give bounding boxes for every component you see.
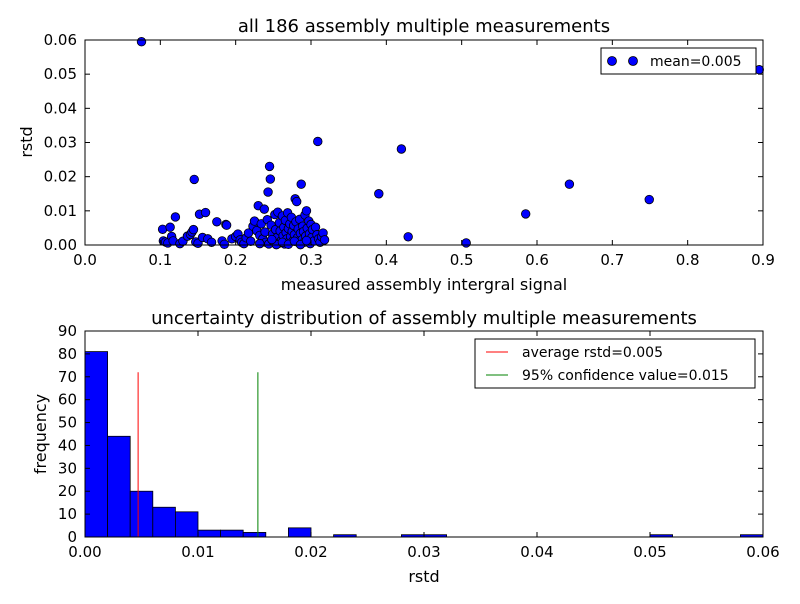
histogram-y-tick-label: 60 — [58, 391, 77, 409]
histogram-bar-6 — [220, 529, 244, 538]
histogram-x-tick-label: 0.06 — [746, 543, 779, 561]
scatter-point-35 — [200, 207, 211, 218]
scatter-point-10 — [396, 144, 407, 154]
scatter-y-tick-label: 0.04 — [44, 99, 77, 117]
scatter-x-tick-label: 0.1 — [148, 251, 172, 269]
histogram-bar-4 — [174, 511, 199, 538]
scatter-point-12 — [461, 238, 471, 248]
histogram-y-tick-label: 80 — [58, 345, 77, 363]
scatter-y-ticks: 0.00 0.01 0.02 0.03 0.04 0.05 0.06 — [44, 31, 763, 254]
scatter-point-126 — [301, 235, 312, 246]
scatter-point-128 — [255, 238, 265, 249]
scatter-point-51 — [246, 236, 256, 246]
scatter-legend-marker-2 — [628, 56, 638, 66]
scatter-point-30 — [188, 224, 199, 235]
scatter-point-9 — [374, 189, 384, 199]
histogram-x-tick-label: 0.02 — [294, 543, 327, 561]
histogram-bar-2 — [129, 490, 154, 538]
histogram-x-tick-label: 0.05 — [633, 543, 666, 561]
scatter-point-2 — [263, 187, 273, 197]
scatter-y-tick-label: 0.02 — [44, 168, 77, 186]
scatter-x-tick-label: 0.2 — [224, 251, 248, 269]
histogram-title: uncertainty distribution of assembly mul… — [151, 308, 697, 329]
scatter-legend-label: mean=0.005 — [650, 54, 742, 70]
histogram-chart: uncertainty distribution of assembly mul… — [31, 308, 780, 586]
histogram-bar-3 — [152, 506, 176, 538]
scatter-x-tick-label: 0.6 — [525, 251, 549, 269]
scatter-point-38 — [212, 217, 222, 227]
scatter-point-127 — [267, 234, 277, 245]
scatter-y-tick-label: 0.03 — [44, 134, 77, 152]
scatter-point-21 — [165, 222, 175, 232]
scatter-point-13 — [521, 209, 531, 219]
scatter-x-tick-label: 0.0 — [73, 251, 97, 269]
histogram-legend: average rstd=0.005 95% confidence value=… — [474, 338, 756, 389]
scatter-point-120 — [319, 235, 330, 245]
scatter-x-ticks: 0.0 0.1 0.2 0.3 0.4 0.5 0.6 0.7 0.8 0.9 — [73, 40, 775, 269]
scatter-point-114 — [310, 222, 321, 232]
histogram-y-label: frequency — [31, 394, 50, 474]
histogram-reference-lines — [137, 372, 259, 537]
histogram-x-label: rstd — [408, 567, 439, 586]
confidence-legend-label: 95% confidence value=0.015 — [522, 368, 729, 384]
histogram-y-tick-label: 20 — [58, 482, 77, 500]
histogram-x-tick-label: 0.04 — [520, 543, 553, 561]
scatter-point-37 — [206, 237, 217, 247]
scatter-title: all 186 assembly multiple measurements — [238, 16, 610, 37]
scatter-point-59 — [259, 204, 269, 214]
histogram-y-tick-label: 10 — [58, 505, 77, 523]
scatter-x-tick-label: 0.8 — [676, 251, 700, 269]
scatter-y-tick-label: 0.06 — [44, 31, 77, 49]
scatter-x-tick-label: 0.3 — [299, 251, 323, 269]
scatter-point-6 — [291, 196, 302, 207]
scatter-x-tick-label: 0.5 — [450, 251, 474, 269]
scatter-point-4 — [265, 174, 276, 184]
histogram-bar-7 — [242, 532, 267, 538]
scatter-point-40 — [219, 239, 230, 250]
histogram-x-tick-label: 0.01 — [181, 543, 214, 561]
scatter-y-tick-label: 0.00 — [44, 236, 77, 254]
scatter-y-tick-label: 0.01 — [44, 202, 77, 220]
scatter-x-tick-label: 0.7 — [600, 251, 624, 269]
histogram-legend-box — [474, 338, 756, 389]
histogram-x-ticks: 0.00 0.01 0.02 0.03 0.04 0.05 0.06 — [68, 331, 780, 561]
scatter-point-24 — [170, 212, 181, 222]
histogram-bar-9 — [287, 527, 312, 538]
scatter-legend: mean=0.005 — [600, 47, 757, 75]
scatter-points — [136, 37, 764, 250]
scatter-chart: all 186 assembly multiple measurements 0… — [17, 16, 775, 294]
scatter-legend-marker-1 — [607, 56, 617, 66]
average-legend-label: average rstd=0.005 — [522, 345, 663, 361]
scatter-point-1 — [189, 174, 199, 185]
histogram-y-tick-label: 70 — [58, 368, 77, 386]
histogram-y-tick-label: 50 — [58, 414, 77, 432]
histogram-x-tick-label: 0.03 — [407, 543, 440, 561]
scatter-y-tick-label: 0.05 — [44, 65, 77, 83]
scatter-point-104 — [301, 206, 312, 216]
histogram-y-tick-label: 0 — [67, 528, 77, 546]
histogram-y-ticks: 0 10 20 30 40 50 60 70 80 90 — [58, 322, 763, 546]
scatter-point-42 — [221, 220, 232, 230]
histogram-y-tick-label: 90 — [58, 322, 77, 340]
histogram-bar-1 — [107, 435, 131, 538]
scatter-point-15 — [644, 194, 654, 205]
histogram-bars — [84, 351, 764, 538]
scatter-x-tick-label: 0.9 — [751, 251, 775, 269]
histogram-x-tick-label: 0.00 — [68, 543, 101, 561]
scatter-point-7 — [296, 179, 306, 189]
scatter-point-8 — [313, 136, 323, 147]
histogram-bar-0 — [84, 351, 109, 538]
scatter-x-tick-label: 0.4 — [374, 251, 398, 269]
scatter-y-label: rstd — [17, 126, 36, 157]
scatter-x-label: measured assembly intergral signal — [281, 275, 567, 294]
histogram-y-tick-label: 30 — [58, 459, 77, 477]
histogram-bar-5 — [197, 529, 222, 538]
scatter-point-3 — [264, 161, 275, 172]
scatter-legend-box — [600, 47, 757, 75]
scatter-point-11 — [403, 232, 413, 242]
histogram-y-tick-label: 40 — [58, 436, 77, 454]
scatter-point-0 — [136, 37, 147, 47]
scatter-point-14 — [564, 179, 575, 189]
